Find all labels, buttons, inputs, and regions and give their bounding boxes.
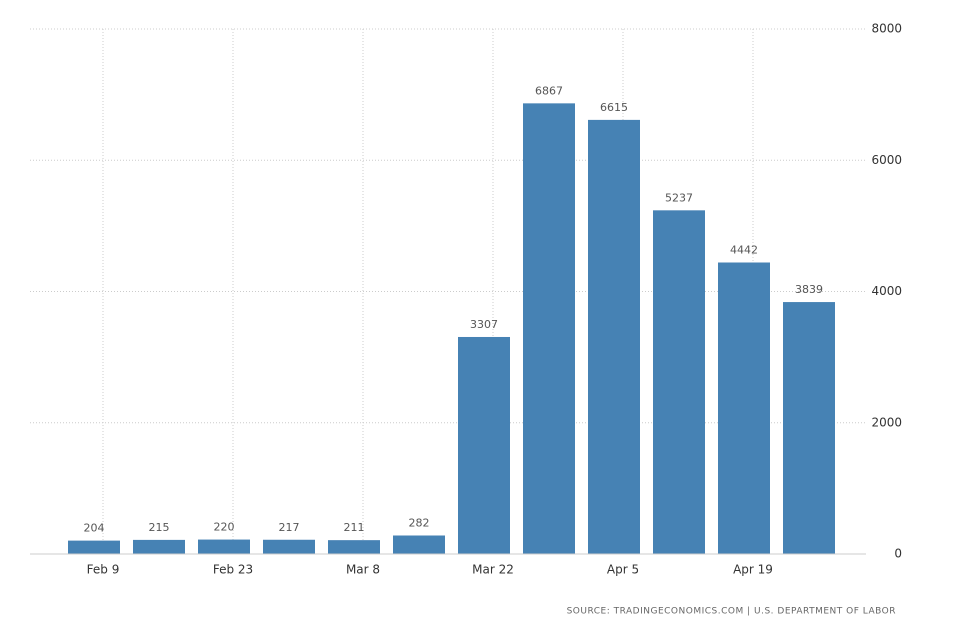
value-label: 6867 <box>535 84 563 97</box>
value-label: 4442 <box>730 243 758 256</box>
value-label: 215 <box>149 521 170 534</box>
value-label: 3839 <box>795 283 823 296</box>
x-tick-label: Feb 23 <box>213 563 253 577</box>
bar <box>133 539 185 554</box>
value-label: 204 <box>84 522 105 535</box>
bar <box>68 540 120 554</box>
y-tick-label: 4000 <box>871 284 902 298</box>
bar <box>263 539 315 554</box>
bar <box>523 103 575 555</box>
bar <box>393 535 445 554</box>
value-label: 5237 <box>665 191 693 204</box>
bar <box>198 539 250 554</box>
bar <box>783 302 835 554</box>
value-label: 217 <box>279 521 300 534</box>
x-tick-label: Mar 8 <box>346 563 380 577</box>
bar <box>653 210 705 554</box>
bar <box>588 119 640 554</box>
y-tick-label: 0 <box>894 547 902 561</box>
y-tick-label: 2000 <box>871 415 902 429</box>
y-tick-label: 6000 <box>871 153 902 167</box>
y-tick-label: 8000 <box>871 22 902 36</box>
value-label: 211 <box>344 521 365 534</box>
x-tick-label: Feb 9 <box>87 563 120 577</box>
value-label: 220 <box>214 521 235 534</box>
source-note: SOURCE: TRADINGECONOMICS.COM | U.S. DEPA… <box>567 607 896 617</box>
value-label: 3307 <box>470 318 498 331</box>
x-tick-label: Mar 22 <box>472 563 514 577</box>
bar <box>458 336 510 554</box>
value-label: 282 <box>409 516 430 529</box>
bar <box>328 540 380 554</box>
value-label: 6615 <box>600 101 628 114</box>
bar <box>718 262 770 554</box>
x-tick-label: Apr 5 <box>607 563 639 577</box>
x-tick-label: Apr 19 <box>733 563 773 577</box>
